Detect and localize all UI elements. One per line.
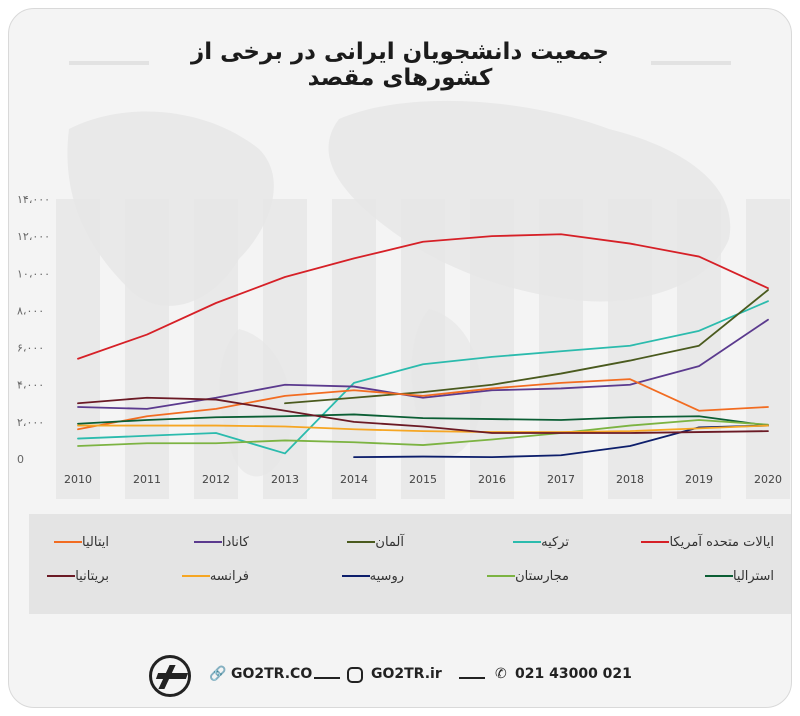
series-line	[77, 419, 769, 447]
legend-label: استرالیا	[732, 568, 774, 584]
y-tick-label: 0	[17, 453, 24, 466]
legend-label: آلمان	[375, 534, 404, 550]
legend-swatch	[641, 541, 670, 543]
legend-label: کانادا	[221, 534, 249, 550]
legend-swatch	[341, 575, 370, 577]
legend-swatch	[487, 575, 516, 577]
instagram-icon	[347, 667, 363, 683]
y-tick-label: ۱۴،۰۰۰	[17, 193, 50, 206]
legend-label: ایتالیا	[82, 534, 109, 550]
footer-separator	[314, 677, 340, 679]
chart-title: جمعیت دانشجویان ایرانی در برخی از کشورها…	[191, 39, 609, 91]
series-line	[77, 318, 769, 410]
legend-item: آلمان	[339, 532, 404, 552]
legend-swatch	[193, 541, 222, 543]
y-tick-label: ۲،۰۰۰	[17, 416, 44, 429]
series-line	[77, 413, 769, 427]
legend-label: ایالات متحده آمریکا	[669, 534, 774, 550]
footer-separator	[459, 677, 485, 679]
x-tick-label: 2017	[547, 473, 575, 486]
legend-item: ترکیه	[505, 532, 569, 552]
chart-card: جمعیت دانشجویان ایرانی در برخی از کشورها…	[8, 8, 792, 708]
legend-item: کانادا	[186, 532, 249, 552]
x-tick-label: 2014	[340, 473, 368, 486]
column-band	[746, 199, 790, 499]
x-tick-label: 2012	[202, 473, 230, 486]
y-tick-label: ۴،۰۰۰	[17, 379, 44, 392]
legend-swatch	[513, 541, 542, 543]
legend-label: ترکیه	[541, 534, 569, 550]
x-tick-label: 2018	[616, 473, 644, 486]
legend-swatch	[54, 541, 83, 543]
legend-swatch	[47, 575, 76, 577]
footer: 🔗 GO2TR.CO GO2TR.ir ✆ 021 43000 021	[9, 651, 791, 701]
series-line	[77, 378, 769, 431]
legend-item: روسیه	[334, 566, 404, 586]
legend-item: استرالیا	[697, 566, 774, 586]
legend-item: ایتالیا	[46, 532, 109, 552]
go2tr-logo	[149, 655, 191, 697]
series-line	[77, 233, 769, 360]
legend-item: ایالات متحده آمریکا	[633, 532, 774, 552]
phone-icon: ✆	[495, 666, 507, 682]
x-tick-label: 2016	[478, 473, 506, 486]
series-line	[284, 289, 769, 405]
footer-site-ir[interactable]: GO2TR.ir	[371, 666, 442, 682]
legend-item: مجارستان	[479, 566, 569, 586]
line-chart: 0 ۲،۰۰۰ ۴،۰۰۰ ۶،۰۰۰ ۸،۰۰۰ ۱۰،۰۰۰ ۱۲،۰۰۰ ۱۴،۰۰۰ 2…	[17, 193, 790, 499]
series-line	[353, 424, 769, 459]
column-band	[539, 199, 583, 499]
series-line	[77, 300, 769, 455]
x-tick-label: 2013	[271, 473, 299, 486]
column-band	[56, 199, 100, 499]
legend-item: بریتانیا	[39, 566, 109, 586]
x-tick-label: 2011	[133, 473, 161, 486]
y-tick-label: ۱۲،۰۰۰	[17, 230, 50, 243]
y-tick-label: ۶،۰۰۰	[17, 342, 44, 355]
footer-phone[interactable]: 021 43000 021	[515, 666, 632, 682]
footer-site-co[interactable]: GO2TR.CO	[231, 666, 313, 682]
legend-item: فرانسه	[174, 566, 249, 586]
legend-swatch	[181, 575, 210, 577]
chart-legend: ایالات متحده آمریکا ترکیه آلمان کانادا ایتال…	[29, 514, 791, 614]
x-tick-label: 2020	[754, 473, 782, 486]
x-tick-label: 2010	[64, 473, 92, 486]
x-tick-label: 2015	[409, 473, 437, 486]
column-band	[332, 199, 376, 499]
column-band	[194, 199, 238, 499]
y-tick-label: ۸،۰۰۰	[17, 304, 44, 317]
column-band	[401, 199, 445, 499]
legend-label: مجارستان	[515, 568, 569, 584]
series-line	[77, 424, 769, 433]
legend-swatch	[347, 541, 376, 543]
x-tick-label: 2019	[685, 473, 713, 486]
link-icon: 🔗	[209, 666, 227, 682]
legend-label: روسیه	[369, 568, 404, 584]
legend-label: بریتانیا	[75, 568, 109, 584]
series-line	[77, 396, 769, 434]
column-band	[125, 199, 169, 499]
legend-label: فرانسه	[209, 568, 249, 584]
title-area: جمعیت دانشجویان ایرانی در برخی از کشورها…	[9, 39, 791, 91]
title-rule-right	[651, 61, 731, 65]
legend-swatch	[704, 575, 733, 577]
title-rule-left	[69, 61, 149, 65]
column-band	[608, 199, 652, 499]
column-band	[470, 199, 514, 499]
y-tick-label: ۱۰،۰۰۰	[17, 267, 50, 280]
